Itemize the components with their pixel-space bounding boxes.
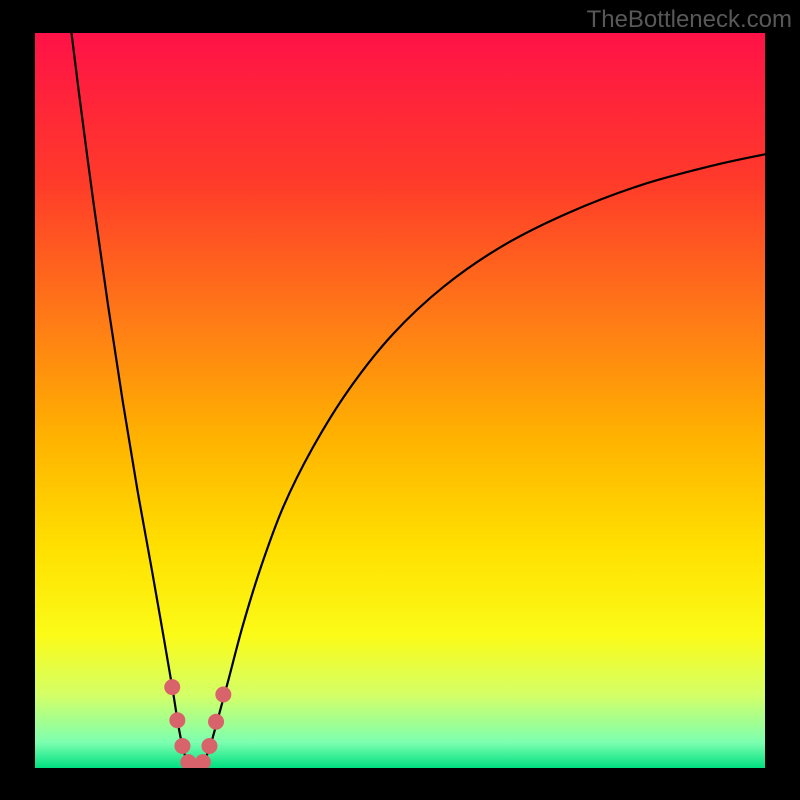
marker-point — [216, 687, 231, 702]
marker-point — [170, 713, 185, 728]
plot-background — [35, 33, 765, 768]
marker-point — [202, 738, 217, 753]
watermark-text: TheBottleneck.com — [587, 6, 792, 34]
marker-point — [209, 714, 224, 729]
marker-point — [165, 680, 180, 695]
chart-container: TheBottleneck.com — [0, 0, 800, 800]
plot-area — [35, 33, 765, 768]
chart-svg — [35, 33, 765, 768]
marker-point — [175, 738, 190, 753]
marker-point — [195, 755, 210, 768]
